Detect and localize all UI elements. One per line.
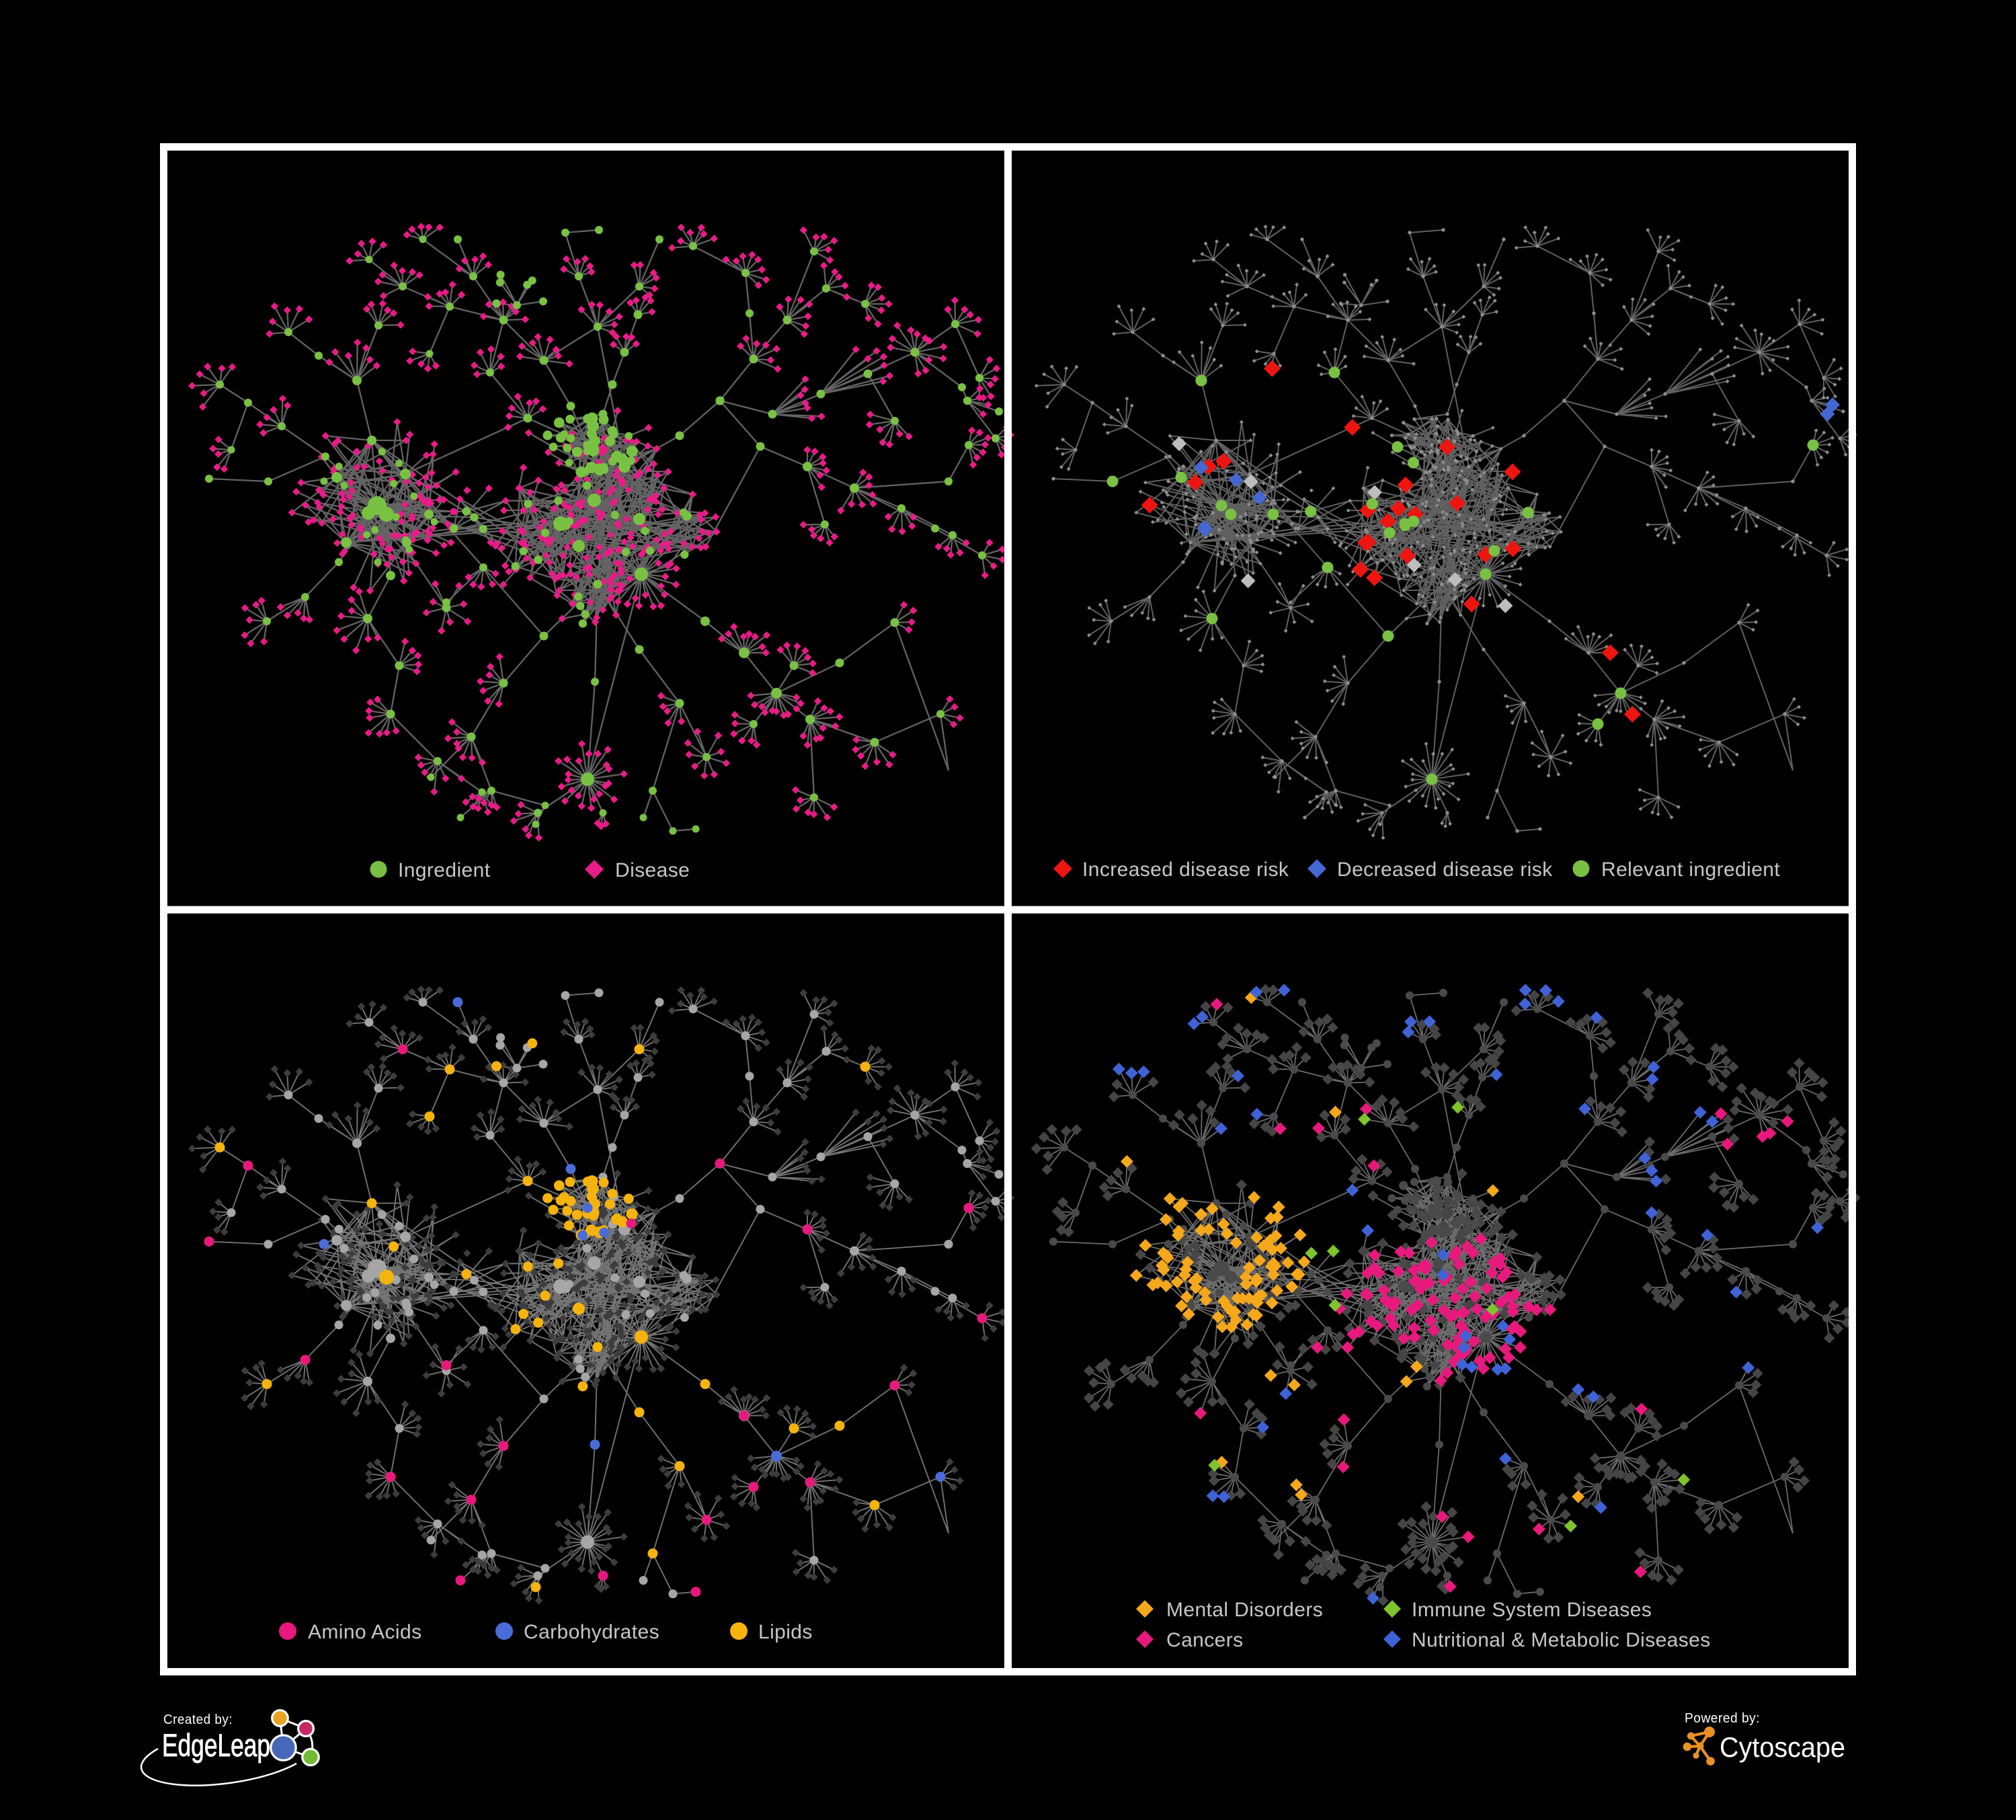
svg-text:Immune System Diseases: Immune System Diseases <box>1412 1599 1652 1621</box>
svg-text:Created by:: Created by: <box>163 1712 233 1727</box>
svg-text:Increased disease risk: Increased disease risk <box>1082 859 1289 881</box>
svg-text:Ingredient: Ingredient <box>398 859 491 881</box>
svg-text:Cytoscape: Cytoscape <box>1720 1731 1845 1763</box>
svg-text:Disease: Disease <box>615 859 690 881</box>
svg-text:Mental Disorders: Mental Disorders <box>1166 1599 1323 1621</box>
svg-text:Relevant ingredient: Relevant ingredient <box>1601 859 1780 881</box>
svg-text:Amino Acids: Amino Acids <box>308 1621 421 1643</box>
svg-text:Decreased disease risk: Decreased disease risk <box>1337 859 1553 881</box>
svg-text:Lipids: Lipids <box>758 1621 813 1643</box>
svg-text:Nutritional & Metabolic Diseas: Nutritional & Metabolic Diseases <box>1412 1629 1711 1651</box>
svg-text:Carbohydrates: Carbohydrates <box>524 1621 659 1643</box>
svg-text:EdgeLeap: EdgeLeap <box>162 1727 270 1763</box>
svg-text:Powered by:: Powered by: <box>1685 1710 1760 1726</box>
svg-text:Cancers: Cancers <box>1166 1629 1244 1651</box>
